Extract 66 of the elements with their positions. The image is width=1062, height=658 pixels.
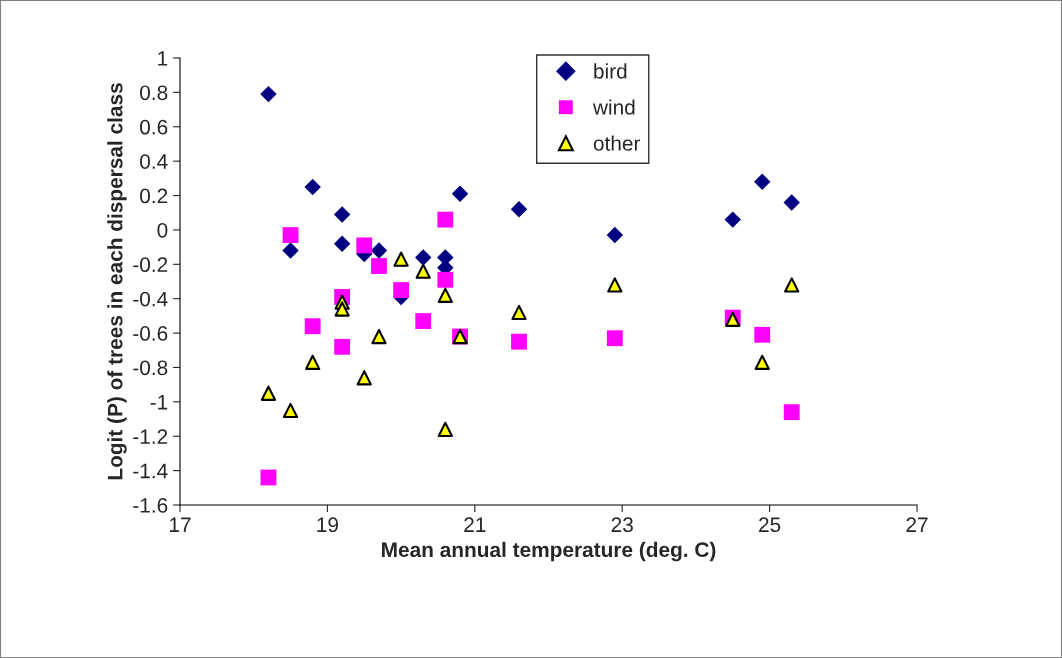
point (282, 402, 299, 419)
point (606, 330, 623, 347)
y-tick-label: 0.4 (140, 154, 168, 169)
point (414, 249, 432, 266)
legend-label: wind (592, 99, 635, 115)
y-tick-label: -1 (150, 395, 168, 410)
point (334, 301, 350, 317)
point (607, 277, 623, 293)
point (511, 304, 527, 321)
point (282, 227, 299, 243)
point (783, 194, 800, 211)
y-tick-label: -0.2 (133, 257, 168, 273)
point (304, 318, 321, 335)
point (415, 263, 431, 279)
y-tick-label: -0.4 (133, 291, 168, 307)
point (260, 85, 277, 103)
y-tick-label: 0.2 (140, 188, 168, 204)
x-tick-label: 17 (170, 517, 191, 532)
point (334, 338, 351, 355)
y-tick-label: -0.6 (133, 326, 168, 341)
point (754, 326, 771, 343)
point (451, 185, 469, 203)
point (724, 211, 741, 228)
point (754, 173, 771, 190)
point (510, 201, 528, 218)
legend-label: other (593, 135, 641, 151)
y-tick-label: 0 (157, 222, 168, 238)
y-tick-label: -1.2 (133, 429, 168, 444)
point (437, 421, 453, 437)
point (437, 271, 454, 288)
point (393, 251, 409, 267)
point (305, 354, 321, 370)
y-tick-label: -1.4 (133, 463, 168, 479)
point (304, 178, 321, 196)
x-tick-label: 27 (906, 517, 928, 532)
legend-label: bird (594, 63, 627, 79)
point (260, 469, 277, 486)
point (437, 211, 454, 228)
x-axis-title: Mean annual temperature (deg. C) (382, 541, 716, 562)
point (606, 226, 624, 244)
point (393, 282, 410, 299)
x-tick-label: 19 (317, 517, 338, 533)
point (784, 277, 800, 293)
point (260, 385, 277, 401)
point (282, 242, 299, 259)
point (370, 242, 388, 259)
point (754, 354, 770, 370)
x-tick-label: 25 (759, 517, 781, 533)
point (356, 370, 372, 386)
point (783, 404, 800, 421)
y-tick-label: -1.6 (133, 498, 168, 513)
point (356, 237, 373, 254)
point (333, 235, 351, 252)
y-tick-label: 0.8 (140, 85, 168, 101)
y-axis-title: Logit (P) of trees in each dispersal class (107, 83, 127, 480)
x-tick-label: 21 (464, 517, 486, 532)
y-tick-label: 0.6 (140, 119, 168, 135)
y-tick-label: -0.8 (133, 360, 168, 376)
point (415, 313, 432, 329)
point (511, 333, 527, 350)
y-tick-label: 1 (158, 51, 168, 66)
x-tick-label: 23 (611, 517, 633, 533)
point (437, 287, 453, 303)
point (371, 328, 387, 345)
point (333, 206, 351, 223)
point (371, 258, 387, 274)
